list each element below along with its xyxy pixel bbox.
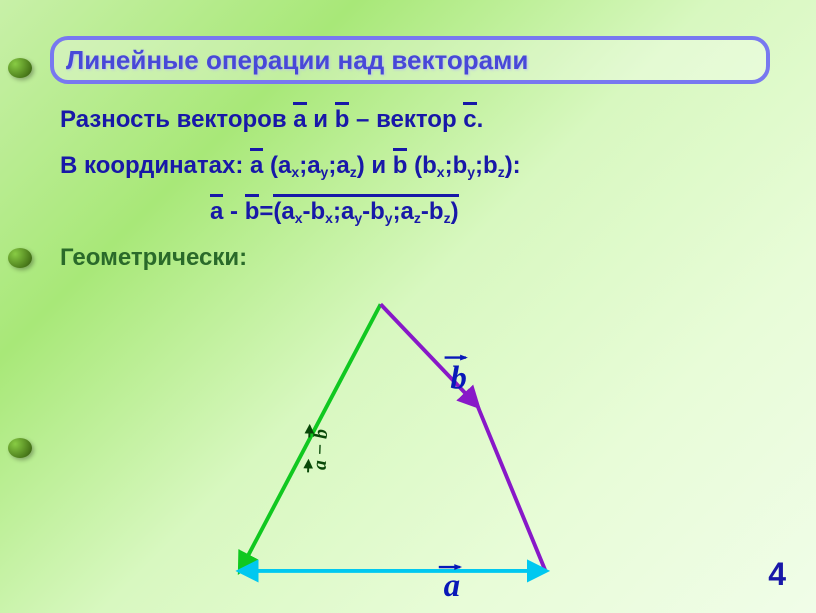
page-number: 4 [768,556,786,593]
text: ;b [475,152,498,179]
vector-diagram: b a a − b [200,280,600,600]
sub: x [295,210,303,226]
sub: y [467,164,475,180]
sub: z [498,164,505,180]
text: = [259,198,273,225]
text: -b [303,198,326,225]
text: -b [421,198,444,225]
text: ) и [357,152,393,179]
sub: x [291,164,299,180]
text: . [477,106,484,133]
svg-text:a − b: a − b [310,428,332,470]
line-formula: a - b=(ax-bx;ay-by;az-bz) [60,198,780,226]
vector-b: b [245,198,260,226]
label-a-minus-b: a − b [308,426,332,473]
sub: x [325,210,333,226]
text: – вектор [349,106,463,133]
vector-b: b [335,106,350,134]
sub: z [414,210,421,226]
svg-text:b: b [450,361,466,397]
line-geometric: Геометрически: [60,244,780,272]
rhs-overline: (ax-bx;ay-by;az-bz) [273,198,458,226]
text: В координатах: [60,152,250,179]
text: ) [451,198,459,225]
text: ): [505,152,521,179]
text: - [223,198,244,225]
vector-a: a [210,198,223,226]
text: ;a [393,198,414,225]
sub: z [444,210,451,226]
sub: x [437,164,445,180]
decor-dot [8,438,32,458]
line-difference-def: Разность векторов a и b – вектор c. [60,106,780,134]
text: ;a [333,198,354,225]
line-in-coordinates: В координатах: a (ax;ay;az) и b (bx;by;b… [60,152,780,180]
text: Разность векторов [60,106,293,133]
text: ;b [445,152,468,179]
vector-a: a [250,152,263,180]
title-text: Линейные операции над векторами [66,45,528,76]
sub: y [354,210,362,226]
sub: z [350,164,357,180]
title-box: Линейные операции над векторами [50,36,770,84]
text: ;a [299,152,320,179]
text: (b [407,152,436,179]
text: (a [263,152,291,179]
vector-c: c [463,106,476,134]
svg-text:a: a [444,568,460,600]
text: (a [273,198,294,225]
text: ;a [328,152,349,179]
sub: y [321,164,329,180]
vector-a: a [293,106,306,134]
decor-dot [8,58,32,78]
vector-b: b [393,152,408,180]
sub: y [385,210,393,226]
content-area: Разность векторов a и b – вектор c. В ко… [60,106,780,272]
text: и [307,106,335,133]
decor-dot [8,248,32,268]
text: -b [362,198,385,225]
vector-b-lower [478,406,546,571]
